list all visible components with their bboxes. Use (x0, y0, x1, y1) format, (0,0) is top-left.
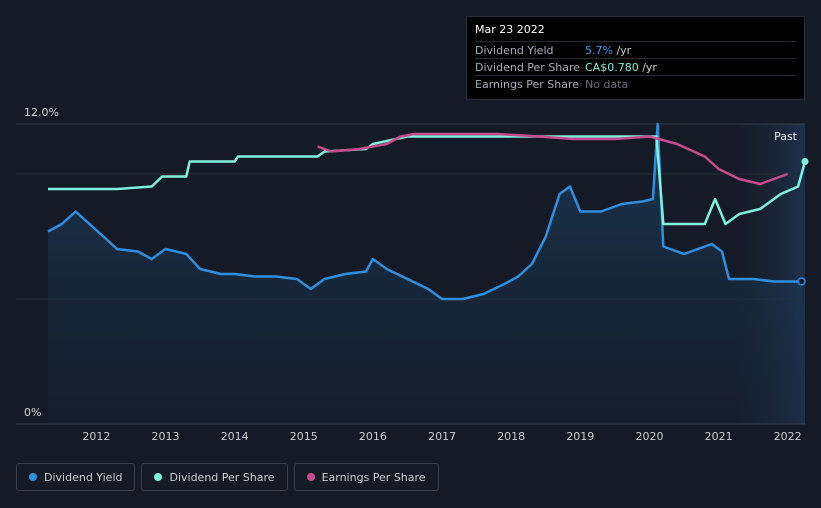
tooltip-unit: /yr (638, 60, 657, 74)
earnings-per-share-line (317, 132, 789, 186)
data-tooltip: Mar 23 2022 Dividend Yield 5.7% /yr Divi… (466, 16, 805, 100)
tooltip-label: Earnings Per Share (475, 77, 580, 91)
legend-label: Dividend Per Share (169, 470, 275, 484)
x-tick-label: 2022 (774, 430, 802, 443)
x-tick-label: 2021 (705, 430, 733, 443)
legend-dot-icon (154, 473, 163, 481)
legend-label: Earnings Per Share (321, 470, 426, 484)
dividend-per-share-end-marker (801, 158, 809, 165)
tooltip-value: CA$0.780 (585, 60, 639, 74)
x-tick-label: 2015 (290, 430, 318, 443)
tooltip-label: Dividend Per Share (475, 60, 581, 74)
x-tick-label: 2020 (636, 430, 664, 443)
tooltip-row-dividend-yield: Dividend Yield 5.7% /yr (475, 41, 796, 58)
legend-item-dividend-yield[interactable]: Dividend Yield (16, 463, 136, 491)
y-tick-label-top: 12.0% (24, 106, 59, 119)
tooltip-value: No data (585, 77, 629, 91)
tooltip-row-dividend-per-share: Dividend Per Share CA$0.780 /yr (475, 58, 796, 75)
dividend-yield-line (47, 122, 802, 301)
x-tick-label: 2016 (359, 430, 387, 443)
x-tick-label: 2019 (566, 430, 594, 443)
x-tick-label: 2014 (221, 430, 249, 443)
dividend-yield-area (48, 124, 802, 424)
x-tick-label: 2012 (82, 430, 110, 443)
past-label: Past (774, 130, 798, 143)
legend-item-earnings-per-share[interactable]: Earnings Per Share (293, 463, 439, 491)
tooltip-label: Dividend Yield (475, 43, 554, 57)
chart-legend: Dividend Yield Dividend Per Share Earnin… (16, 463, 439, 491)
x-tick-label: 2018 (497, 430, 525, 443)
x-tick-label: 2017 (428, 430, 456, 443)
legend-dot-icon (29, 473, 37, 481)
tooltip-unit: /yr (612, 43, 632, 57)
y-tick-label-bottom: 0% (24, 406, 41, 419)
tooltip-date: Mar 23 2022 (475, 23, 545, 36)
tooltip-value: 5.7% (585, 43, 613, 57)
legend-dot-icon (306, 473, 315, 481)
dividend-yield-end-marker (797, 277, 806, 286)
legend-item-dividend-per-share[interactable]: Dividend Per Share (141, 463, 288, 491)
legend-label: Dividend Yield (44, 470, 123, 484)
tooltip-row-earnings-per-share: Earnings Per Share No data (475, 75, 796, 92)
x-tick-label: 2013 (152, 430, 180, 443)
